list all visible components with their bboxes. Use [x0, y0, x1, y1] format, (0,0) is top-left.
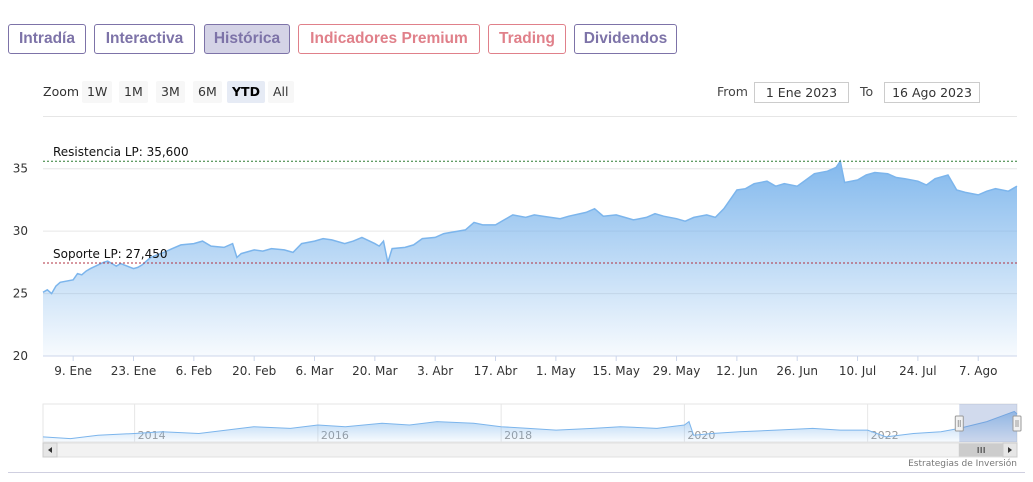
x-tick-label: 24. Jul [899, 364, 936, 378]
navigator[interactable]: 20142016201820202022 [42, 403, 1022, 458]
x-tick-label: 17. Abr [474, 364, 518, 378]
zoom-3m-button[interactable]: 3M [156, 81, 185, 103]
x-tick-label: 1. May [536, 364, 576, 378]
price-line [42, 159, 1018, 295]
navigator-selection [959, 404, 1017, 442]
tab-indicadores-premium[interactable]: Indicadores Premium [298, 24, 480, 54]
level-annotations: Resistencia LP: 35,600 Soporte LP: 27,450 [43, 145, 1017, 264]
chart-credit: Estrategias de Inversión [908, 459, 1017, 469]
navigator-left-handle[interactable] [954, 415, 964, 432]
zoom-1m-button[interactable]: 1M [119, 81, 148, 103]
navigator-area [43, 411, 1017, 442]
range-selector-divider [43, 116, 1017, 117]
x-tick-label: 29. May [653, 364, 701, 378]
zoom-6m-button[interactable]: 6M [193, 81, 222, 103]
arrow-left-icon [48, 447, 52, 453]
x-tick-label: 20. Feb [232, 364, 276, 378]
zoom-ytd-button[interactable]: YTD [227, 81, 265, 103]
x-tick-label: 6. Feb [176, 364, 213, 378]
x-tick-label: 23. Ene [111, 364, 156, 378]
zoom-label: Zoom [43, 84, 80, 99]
y-tick-label: 35 [13, 162, 28, 176]
tab-trading[interactable]: Trading [488, 24, 566, 54]
range-from-label: From [717, 84, 748, 99]
range-to-label: To [860, 84, 874, 99]
y-tick-label: 20 [13, 349, 28, 363]
x-tick-label: 6. Mar [296, 364, 334, 378]
scrollbar-track [42, 442, 1018, 458]
x-tick-label: 10. Jul [839, 364, 876, 378]
y-tick-label: 30 [13, 224, 28, 238]
x-tick-label: 20. Mar [352, 364, 398, 378]
y-tick-label: 25 [13, 287, 28, 301]
bottom-divider [8, 472, 1025, 473]
x-tick-label: 3. Abr [417, 364, 453, 378]
price-area [43, 161, 1017, 356]
support-label: Soporte LP: 27,450 [53, 247, 168, 261]
x-tick-label: 12. Jun [716, 364, 758, 378]
tab-interactiva[interactable]: Interactiva [94, 24, 195, 54]
zoom-all-button[interactable]: All [268, 81, 294, 103]
tab-historica[interactable]: Histórica [204, 24, 290, 54]
y-axis: 20 25 30 35 [13, 162, 28, 363]
price-series [42, 159, 1018, 356]
zoom-1w-button[interactable]: 1W [82, 81, 113, 103]
navigator-right-handle[interactable] [1012, 415, 1022, 432]
x-tick-label: 15. May [592, 364, 640, 378]
tab-dividendos[interactable]: Dividendos [574, 24, 677, 54]
x-axis: 9. Ene 23. Ene 6. Feb 20. Feb 6. Mar 20. Mar 3… [43, 355, 1017, 378]
resistance-label: Resistencia LP: 35,600 [53, 145, 189, 159]
range-to-input[interactable]: 16 Ago 2023 [884, 82, 980, 103]
x-tick-label: 7. Ago [959, 364, 997, 378]
tab-intradia[interactable]: Intradía [8, 24, 86, 54]
navigator-line [42, 410, 1018, 440]
x-tick-label: 26. Jun [776, 364, 818, 378]
x-tick-label: 9. Ene [54, 364, 92, 378]
range-from-input[interactable]: 1 Ene 2023 [754, 82, 849, 103]
arrow-right-icon [1008, 447, 1012, 453]
